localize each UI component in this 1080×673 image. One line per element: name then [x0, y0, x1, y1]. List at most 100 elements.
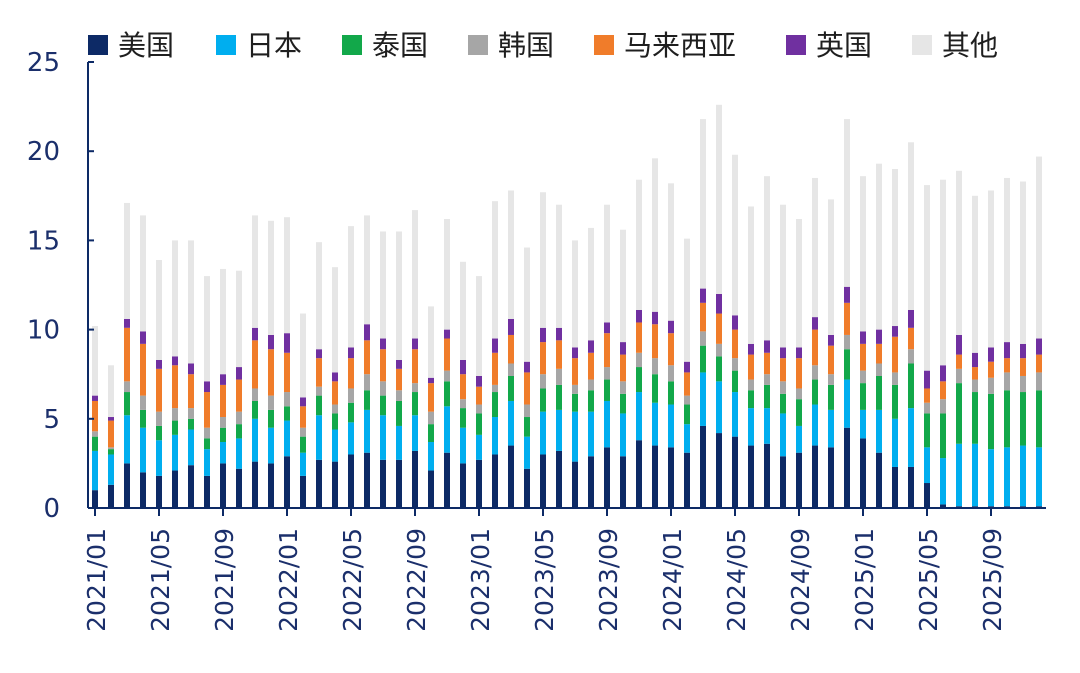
bar-segment [236, 468, 242, 508]
bar-segment [508, 190, 514, 319]
bar-segment [476, 459, 482, 508]
bar-segment [492, 352, 498, 385]
bar-segment [652, 358, 658, 375]
bar-segment [796, 347, 802, 359]
bar-segment [828, 345, 834, 375]
bar-segment [380, 459, 386, 508]
bar-segment [492, 201, 498, 339]
bar-segment [396, 359, 402, 369]
bar-segment [428, 424, 434, 442]
bar-segment [924, 413, 930, 448]
bar-segment [860, 343, 866, 371]
bar-segment [236, 424, 242, 439]
bar-stack-2025/06 [940, 179, 946, 508]
bar-segment [844, 349, 850, 380]
legend-swatch [88, 35, 108, 55]
bar-segment [572, 461, 578, 508]
x-tick-label: 2021/09 [210, 528, 239, 632]
bar-segment [796, 425, 802, 453]
bar-segment [92, 326, 98, 396]
bar-segment [684, 404, 690, 425]
bar-segment [348, 402, 354, 423]
bar-segment [588, 390, 594, 412]
bar-stack-2023/06 [556, 204, 562, 508]
bar-segment [1036, 447, 1042, 507]
bar-segment [844, 334, 850, 350]
bar-segment [444, 370, 450, 382]
bar-segment [764, 340, 770, 353]
y-tick-label: 0 [43, 494, 60, 524]
bar-segment [492, 384, 498, 393]
bar-segment [796, 399, 802, 426]
bar-segment [636, 179, 642, 310]
bar-segment [620, 342, 626, 355]
bar-segment [252, 327, 258, 341]
bar-segment [108, 365, 114, 418]
bar-segment [460, 463, 466, 508]
x-tick-label: 2025/01 [850, 528, 879, 632]
bar-segment [492, 454, 498, 508]
bar-segment [508, 318, 514, 335]
bar-segment [428, 383, 434, 412]
bar-segment [124, 415, 130, 464]
bar-segment [124, 327, 130, 382]
bar-segment [364, 340, 370, 375]
bar-segment [716, 433, 722, 508]
bar-segment [588, 352, 594, 380]
legend-swatch [468, 35, 488, 55]
bar-segment [332, 413, 338, 430]
bar-segment [716, 356, 722, 382]
bar-segment [204, 392, 210, 428]
bar-segment [156, 260, 162, 360]
bar-stack-2021/07 [188, 240, 194, 508]
bar-segment [988, 449, 994, 507]
bar-segment [892, 384, 898, 419]
bar-stack-2022/08 [396, 231, 402, 508]
bar-segment [508, 445, 514, 508]
bar-segment [572, 347, 578, 359]
bar-segment [124, 318, 130, 328]
bar-segment [1004, 358, 1010, 373]
bar-segment [604, 367, 610, 380]
bar-segment [124, 463, 130, 508]
bar-segment [1020, 343, 1026, 359]
bar-segment [956, 334, 962, 355]
bar-segment [620, 393, 626, 414]
bar-stack-2022/10 [428, 306, 434, 508]
bar-segment [220, 463, 226, 508]
bar-stack-2021/03 [124, 202, 130, 508]
bar-segment [332, 372, 338, 382]
bar-segment [556, 368, 562, 385]
bar-segment [252, 400, 258, 419]
bar-segment [700, 425, 706, 508]
bar-segment [876, 452, 882, 508]
bar-segment [924, 402, 930, 414]
bar-stack-2023/02 [492, 201, 498, 508]
bar-segment [716, 293, 722, 314]
bar-segment [764, 384, 770, 409]
bar-stack-2025/08 [972, 195, 978, 508]
bar-segment [892, 418, 898, 467]
bar-stack-2022/06 [364, 215, 370, 508]
legend-label: 英国 [816, 29, 872, 62]
bar-segment [412, 450, 418, 508]
bar-segment [300, 313, 306, 398]
bar-segment [220, 384, 226, 418]
y-tick-label: 15 [27, 226, 60, 256]
bar-segment [492, 417, 498, 455]
bar-stack-2024/06 [748, 206, 754, 508]
bar-stack-2021/01 [92, 326, 98, 508]
bar-segment [140, 215, 146, 332]
bar-segment [172, 356, 178, 366]
bar-segment [364, 215, 370, 325]
bar-segment [444, 338, 450, 371]
bar-segment [700, 345, 706, 373]
bar-segment [284, 456, 290, 508]
legend-item: 日本 [216, 29, 302, 62]
bar-segment [364, 452, 370, 508]
bar-segment [892, 336, 898, 373]
bar-segment [748, 390, 754, 409]
bar-segment [812, 379, 818, 405]
bar-segment [268, 395, 274, 410]
bar-segment [940, 365, 946, 382]
